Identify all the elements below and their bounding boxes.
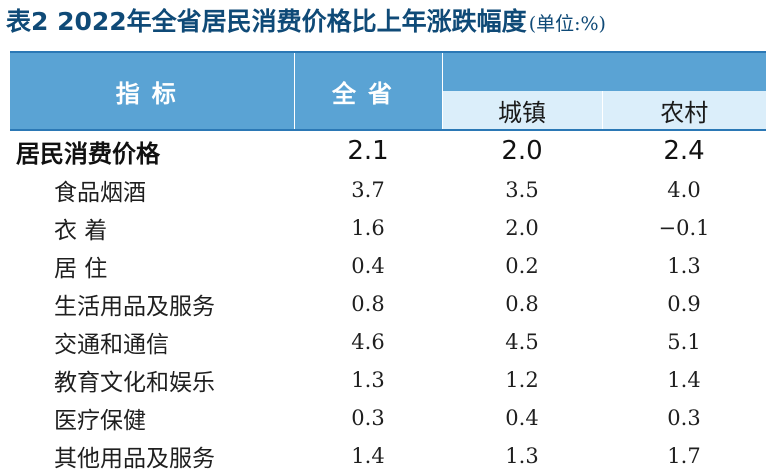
header-indicator: 指标 [10, 51, 295, 130]
value-urban: 3.5 [505, 178, 539, 202]
value-rural: 1.7 [667, 444, 701, 468]
row-label: 食品烟酒 [54, 180, 146, 206]
value-urban: 2.0 [505, 216, 539, 240]
value-urban: 1.3 [505, 444, 539, 468]
row-label: 医疗保健 [54, 408, 146, 434]
value-province: 1.3 [351, 368, 385, 392]
value-urban: 0.8 [505, 292, 539, 316]
table-row: 生活用品及服务 0.8 0.8 0.9 [10, 285, 766, 323]
header-urban: 城镇 [442, 91, 603, 130]
row-label: 教育文化和娱乐 [54, 370, 215, 396]
row-label: 居 住 [54, 256, 108, 282]
value-urban: 2.0 [442, 129, 602, 171]
value-province: 1.4 [351, 444, 385, 468]
table-row: 食品烟酒 3.7 3.5 4.0 [10, 171, 766, 209]
value-province: 1.6 [351, 216, 385, 240]
value-province: 0.4 [351, 254, 385, 278]
value-province: 2.1 [294, 129, 442, 171]
value-rural: −0.1 [658, 216, 710, 240]
value-urban: 4.5 [505, 330, 539, 354]
value-province: 0.3 [351, 406, 385, 430]
value-rural: 1.3 [667, 254, 701, 278]
row-label: 衣 着 [54, 218, 108, 244]
value-rural: 0.9 [667, 292, 701, 316]
value-rural: 0.3 [667, 406, 701, 430]
header-province: 全省 [294, 51, 443, 130]
table-row: 其他用品及服务 1.4 1.3 1.7 [10, 437, 766, 475]
row-label: 生活用品及服务 [54, 294, 215, 320]
value-urban: 0.2 [505, 254, 539, 278]
title-unit: (单位:%) [528, 13, 606, 35]
value-province: 3.7 [351, 178, 385, 202]
table-row-total: 居民消费价格 2.1 2.0 2.4 [10, 129, 766, 171]
header-rural: 农村 [602, 91, 766, 130]
value-rural: 2.4 [602, 129, 766, 171]
table-row: 教育文化和娱乐 1.3 1.2 1.4 [10, 361, 766, 399]
header-band [442, 51, 766, 91]
table-row: 衣 着 1.6 2.0 −0.1 [10, 209, 766, 247]
table-row: 医疗保健 0.3 0.4 0.3 [10, 399, 766, 437]
value-urban: 0.4 [505, 406, 539, 430]
value-province: 0.8 [351, 292, 385, 316]
value-rural: 4.0 [667, 178, 701, 202]
row-label: 交通和通信 [54, 332, 169, 358]
table-row: 交通和通信 4.6 4.5 5.1 [10, 323, 766, 361]
value-province: 4.6 [351, 330, 385, 354]
value-rural: 5.1 [667, 330, 701, 354]
row-label: 居民消费价格 [10, 129, 294, 171]
title-main: 表2 2022年全省居民消费价格比上年涨跌幅度 [6, 7, 527, 36]
price-table: 指标 全省 城镇 农村 居民消费价格 2.1 2.0 2.4 食品烟酒 3.7 … [10, 51, 766, 475]
table-title: 表2 2022年全省居民消费价格比上年涨跌幅度 (单位:%) [6, 2, 606, 42]
value-rural: 1.4 [667, 368, 701, 392]
table-row: 居 住 0.4 0.2 1.3 [10, 247, 766, 285]
value-urban: 1.2 [505, 368, 539, 392]
row-label: 其他用品及服务 [54, 446, 215, 472]
